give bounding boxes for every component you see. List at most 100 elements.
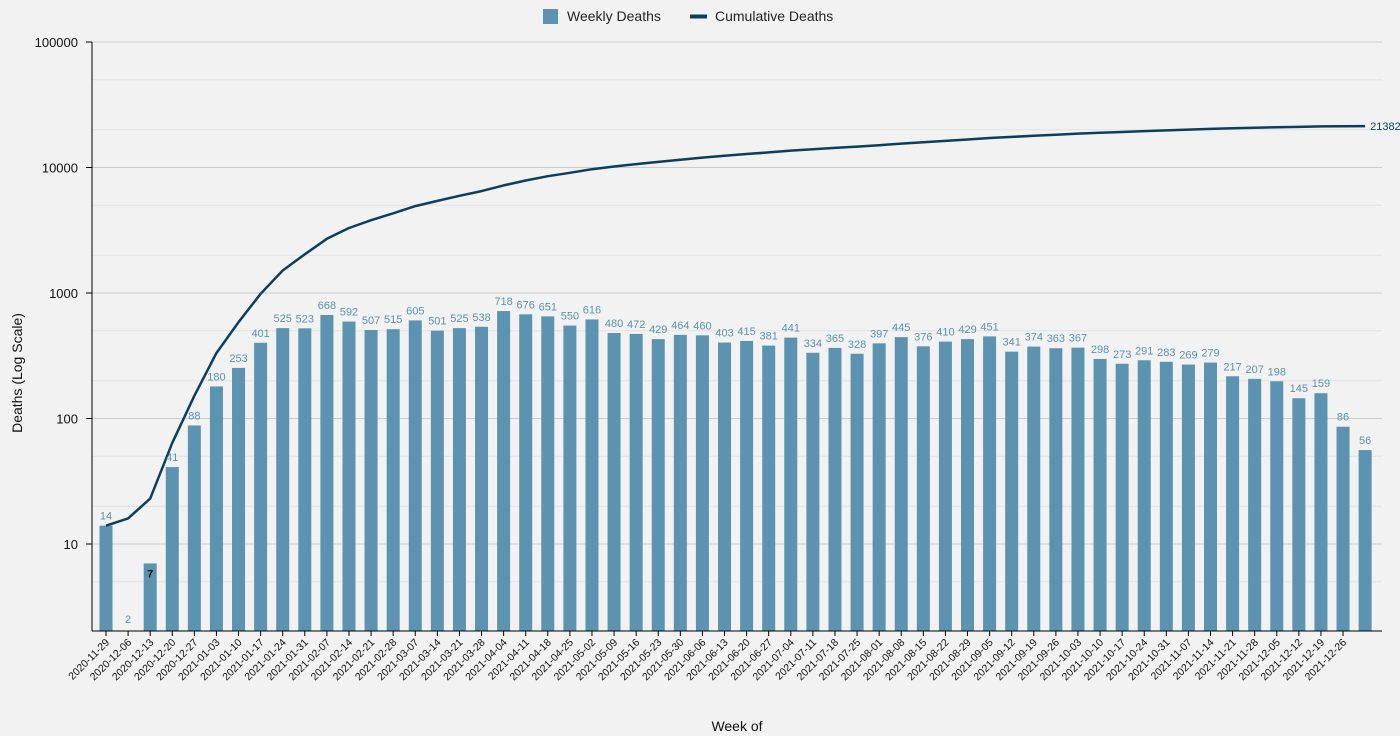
bar-weekly-deaths	[497, 311, 511, 631]
bar-value-label: 507	[362, 315, 380, 327]
bar-value-label: 605	[406, 305, 424, 317]
bar-value-label: 550	[561, 311, 579, 323]
bar-weekly-deaths	[740, 340, 754, 631]
bar-weekly-deaths	[165, 467, 179, 631]
bar-value-label: 374	[1025, 332, 1043, 344]
axes: 101001000100001000002020-11-292020-12-06…	[35, 35, 1382, 683]
bar-value-label: 341	[1003, 337, 1021, 349]
bar-value-label: 7	[147, 568, 153, 580]
bar-weekly-deaths	[143, 563, 157, 631]
bar-weekly-deaths	[1027, 346, 1041, 631]
bar-value-label: 668	[318, 300, 336, 312]
bar-weekly-deaths	[408, 320, 422, 631]
bar-value-label: 365	[826, 333, 844, 345]
bar-value-label: 651	[539, 301, 557, 313]
legend: Weekly Deaths Cumulative Deaths	[543, 8, 833, 24]
bar-weekly-deaths	[983, 336, 997, 631]
bar-weekly-deaths	[452, 328, 466, 631]
bar-value-label: 376	[914, 331, 932, 343]
bar-weekly-deaths	[894, 337, 908, 631]
bar-weekly-deaths	[320, 314, 334, 631]
legend-label-cumulative-deaths: Cumulative Deaths	[715, 8, 833, 24]
bar-value-label: 501	[428, 316, 446, 328]
bar-value-label: 273	[1113, 349, 1131, 361]
bar-weekly-deaths	[1093, 358, 1107, 631]
bar-weekly-deaths	[99, 525, 113, 631]
bar-weekly-deaths	[1204, 362, 1217, 631]
bar-value-label: 429	[958, 324, 976, 336]
bar-weekly-deaths	[1049, 348, 1063, 631]
bar-weekly-deaths	[187, 425, 201, 631]
bar-weekly-deaths	[1314, 393, 1328, 631]
cumulative-line-layer: 21382	[105, 121, 1400, 527]
y-tick-label: 100	[56, 412, 78, 427]
bar-weekly-deaths	[475, 326, 489, 631]
bar-weekly-deaths	[585, 319, 599, 631]
bar-value-label: 592	[340, 307, 358, 319]
y-tick-label: 1000	[49, 286, 78, 301]
bar-weekly-deaths	[1248, 378, 1262, 631]
y-axis-title: Deaths (Log Scale)	[9, 313, 25, 433]
bar-weekly-deaths	[364, 330, 378, 631]
bar-value-label: 180	[207, 371, 225, 383]
bar-weekly-deaths	[563, 325, 577, 631]
y-tick-label: 10000	[42, 161, 78, 176]
bar-value-label: 198	[1268, 366, 1286, 378]
y-tick-label: 100000	[35, 35, 78, 50]
bar-weekly-deaths	[298, 328, 312, 631]
bar-value-label: 480	[605, 318, 623, 330]
y-tick-label: 10	[64, 537, 78, 552]
bar-value-label: 415	[737, 326, 755, 338]
bar-weekly-deaths	[916, 346, 930, 631]
bar-value-label: 283	[1157, 347, 1175, 359]
bar-value-label: 401	[251, 328, 269, 340]
bar-weekly-deaths	[386, 329, 400, 631]
legend-label-weekly-deaths: Weekly Deaths	[567, 8, 661, 24]
bar-value-label: 253	[229, 353, 247, 365]
bar-weekly-deaths	[651, 339, 665, 631]
bar-weekly-deaths	[806, 352, 820, 631]
bar-weekly-deaths	[276, 328, 290, 631]
bar-value-label: 86	[1337, 412, 1349, 424]
bar-value-label: 334	[804, 338, 822, 350]
bar-value-label: 515	[384, 314, 402, 326]
bar-value-label: 328	[848, 339, 866, 351]
bars	[99, 311, 1372, 631]
bar-weekly-deaths	[232, 367, 246, 631]
bar-weekly-deaths	[607, 333, 621, 631]
bar-value-label: 616	[583, 304, 601, 316]
bar-value-label: 367	[1069, 333, 1087, 345]
bar-weekly-deaths	[1292, 398, 1306, 631]
bar-weekly-deaths	[784, 337, 798, 631]
bar-weekly-deaths	[1137, 360, 1151, 631]
bar-weekly-deaths	[938, 341, 952, 631]
bar-value-label: 538	[472, 312, 490, 324]
bar-weekly-deaths	[1336, 426, 1350, 631]
bar-weekly-deaths	[695, 335, 709, 631]
bar-weekly-deaths	[519, 314, 533, 631]
bar-weekly-deaths	[828, 347, 842, 631]
bar-value-label: 429	[649, 324, 667, 336]
bar-weekly-deaths	[1005, 351, 1019, 631]
bar-labels: 14 2 7 41 88 180 253 401 525 523 668 592 507 515 605 50…	[100, 296, 1371, 626]
bar-value-label: 451	[980, 321, 998, 333]
bar-weekly-deaths	[1115, 363, 1129, 631]
bar-weekly-deaths	[961, 339, 975, 631]
bar-weekly-deaths	[629, 333, 643, 631]
bar-weekly-deaths	[1159, 361, 1173, 631]
bar-value-label: 2	[125, 614, 131, 626]
bar-value-label: 718	[494, 296, 512, 308]
bar-weekly-deaths	[1358, 450, 1372, 631]
bar-value-label: 207	[1246, 364, 1264, 376]
bar-value-label: 217	[1223, 361, 1241, 373]
bar-value-label: 88	[188, 410, 200, 422]
bar-weekly-deaths	[673, 334, 687, 631]
bar-value-label: 472	[627, 319, 645, 331]
bar-value-label: 298	[1091, 344, 1109, 356]
bar-value-label: 445	[892, 322, 910, 334]
bar-value-label: 14	[100, 511, 112, 523]
x-axis-title: Week of	[711, 718, 762, 734]
bar-weekly-deaths	[1181, 364, 1195, 631]
bar-value-label: 381	[760, 331, 778, 343]
